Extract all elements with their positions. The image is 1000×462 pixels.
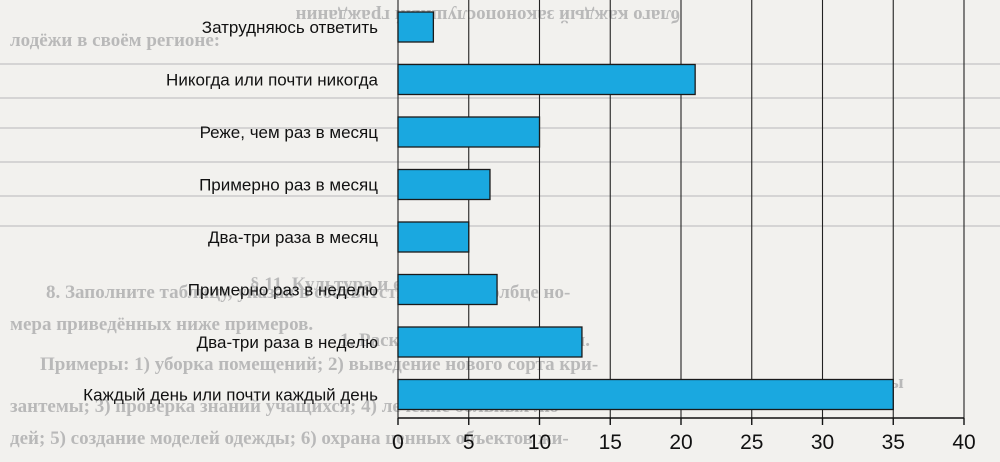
bar bbox=[397, 63, 696, 96]
bar bbox=[397, 116, 541, 148]
category-label: Два-три раза в неделю bbox=[197, 333, 379, 352]
x-tick-label: 15 bbox=[599, 431, 622, 454]
x-tick-label: 5 bbox=[463, 431, 475, 454]
category-label: Примерно раз в месяц bbox=[199, 176, 378, 195]
category-labels: Затрудняюсь ответить Никогда или почти ни… bbox=[83, 18, 378, 405]
category-label: Два-три раза в месяц bbox=[208, 228, 378, 247]
bar bbox=[397, 11, 435, 43]
x-tick-label: 10 bbox=[528, 431, 551, 454]
x-tick-label: 30 bbox=[811, 431, 834, 454]
x-tick-label: 25 bbox=[740, 431, 763, 454]
category-label: Реже, чем раз в месяц bbox=[200, 123, 379, 142]
background-text-line: мера приведённых ниже примеров. bbox=[10, 314, 313, 335]
background-text-line: дей; 5) создание моделей одежды; 6) охра… bbox=[10, 428, 569, 449]
bar bbox=[397, 168, 491, 201]
x-axis: 0 5 10 15 20 25 30 35 40 bbox=[392, 417, 976, 454]
category-label: Затрудняюсь ответить bbox=[202, 18, 378, 37]
category-label: Каждый день или почти каждый день bbox=[83, 386, 378, 405]
bar bbox=[397, 326, 583, 358]
x-tick-label: 0 bbox=[392, 431, 404, 454]
x-tick-label: 35 bbox=[882, 431, 905, 454]
bar bbox=[397, 221, 470, 253]
background-text-line: лодёжи в своём регионе: bbox=[10, 30, 220, 51]
bars bbox=[397, 11, 894, 411]
background-text-line: Примеры: 1) уборка помещений; 2) выведен… bbox=[40, 354, 598, 375]
category-label: Примерно раз в неделю bbox=[188, 281, 379, 300]
background-text-line: благо каждый законопослушный гражданин bbox=[296, 5, 680, 26]
category-label: Никогда или почти никогда bbox=[166, 71, 378, 90]
bar bbox=[397, 273, 498, 306]
bar bbox=[397, 378, 894, 411]
x-tick-label: 40 bbox=[952, 431, 975, 454]
x-tick-label: 20 bbox=[669, 431, 692, 454]
